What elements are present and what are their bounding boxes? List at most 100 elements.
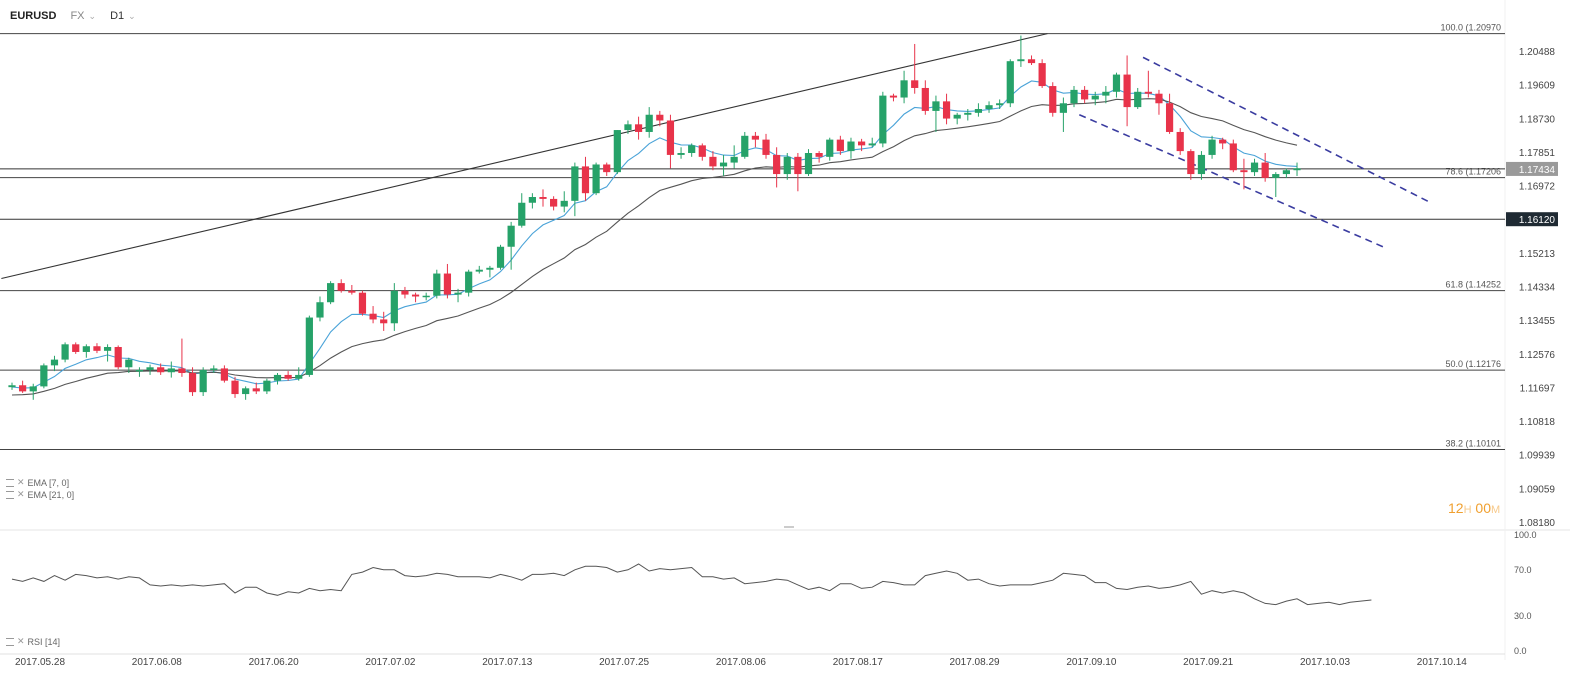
candle[interactable] [167, 361, 175, 378]
candle[interactable] [103, 344, 112, 362]
candle[interactable] [1165, 93, 1174, 134]
settings-icon[interactable] [6, 637, 14, 646]
candle[interactable] [1112, 72, 1121, 98]
candle[interactable] [804, 149, 813, 176]
candle[interactable] [1049, 82, 1057, 117]
candle[interactable] [900, 70, 908, 104]
source-selector[interactable]: FX ⌄ [70, 10, 96, 22]
candle[interactable] [369, 306, 377, 324]
candle[interactable] [783, 153, 791, 180]
candle[interactable] [539, 189, 547, 207]
candle[interactable] [273, 373, 282, 385]
pane-resize-handle[interactable] [784, 526, 794, 528]
candle[interactable] [411, 292, 420, 303]
candle[interactable] [327, 281, 335, 305]
timeframe-selector[interactable]: D1 ⌄ [110, 10, 136, 22]
candle[interactable] [1081, 86, 1089, 104]
candle[interactable] [762, 133, 770, 159]
candle[interactable] [613, 130, 621, 175]
candle[interactable] [550, 196, 558, 211]
candle[interactable] [996, 99, 1004, 110]
candle[interactable] [1027, 55, 1036, 66]
candle[interactable] [507, 221, 515, 270]
candle[interactable] [645, 107, 653, 138]
candle[interactable] [1070, 86, 1078, 108]
candle[interactable] [921, 80, 929, 115]
candle[interactable] [1134, 87, 1142, 110]
candle[interactable] [284, 371, 292, 381]
candle[interactable] [210, 365, 218, 374]
current-price-tag[interactable]: 1.17434 [1506, 161, 1558, 176]
candle[interactable] [348, 285, 356, 295]
candle[interactable] [677, 147, 685, 159]
candle[interactable] [231, 376, 239, 398]
candle[interactable] [443, 263, 452, 299]
candle[interactable] [688, 143, 696, 157]
candle[interactable] [858, 138, 866, 152]
candle[interactable] [465, 269, 473, 297]
candle[interactable] [1250, 158, 1259, 176]
ema-slow-legend[interactable]: ✕ EMA [21, 0] [6, 489, 74, 500]
candle[interactable] [114, 345, 122, 370]
candle[interactable] [72, 342, 80, 354]
candle[interactable] [263, 378, 271, 395]
candle[interactable] [454, 288, 462, 303]
candle[interactable] [709, 151, 717, 171]
candle[interactable] [1059, 97, 1067, 132]
rsi-legend[interactable]: ✕ RSI [14] [6, 636, 60, 647]
candle[interactable] [19, 380, 27, 393]
candle[interactable] [974, 103, 983, 117]
close-icon[interactable]: ✕ [17, 477, 25, 487]
candle[interactable] [1102, 86, 1110, 104]
rsi-line[interactable] [11, 563, 1372, 606]
candle[interactable] [773, 147, 781, 188]
ema-7-line[interactable] [11, 80, 1298, 389]
candle[interactable] [964, 109, 972, 121]
candle[interactable] [1208, 135, 1216, 159]
candle[interactable] [337, 279, 345, 293]
candle[interactable] [815, 151, 823, 163]
candle[interactable] [390, 283, 398, 331]
candle[interactable] [656, 110, 664, 127]
candle[interactable] [1006, 59, 1014, 108]
candle[interactable] [61, 342, 69, 363]
candle[interactable] [1272, 172, 1280, 198]
candle[interactable] [581, 156, 590, 201]
candle[interactable] [1144, 70, 1152, 98]
candle[interactable] [486, 265, 494, 278]
candle[interactable] [422, 292, 430, 301]
candle[interactable] [794, 153, 802, 192]
candle[interactable] [1293, 162, 1301, 176]
candle[interactable] [1038, 59, 1046, 88]
settings-icon[interactable] [6, 478, 14, 487]
candle[interactable] [868, 137, 876, 148]
candle[interactable] [316, 296, 324, 322]
candle[interactable] [666, 114, 675, 169]
candle[interactable] [252, 382, 260, 395]
candle[interactable] [826, 137, 834, 161]
candle[interactable] [889, 93, 898, 102]
candle[interactable] [1219, 137, 1227, 150]
candle[interactable] [592, 162, 600, 196]
candle[interactable] [40, 363, 48, 389]
candle[interactable] [475, 265, 483, 274]
candle[interactable] [1261, 153, 1269, 182]
candle[interactable] [157, 363, 165, 375]
candle[interactable] [847, 137, 855, 159]
candle[interactable] [1282, 168, 1290, 178]
candle[interactable] [358, 290, 367, 316]
candle[interactable] [1017, 35, 1025, 67]
candle[interactable] [93, 343, 101, 354]
candle[interactable] [380, 311, 388, 331]
candle[interactable] [8, 382, 16, 390]
trendline[interactable] [1, 33, 1048, 280]
candle[interactable] [942, 93, 951, 125]
candle[interactable] [433, 269, 441, 299]
level-price-tag[interactable]: 1.16120 [1506, 212, 1558, 227]
candle[interactable] [125, 357, 133, 374]
candle[interactable] [1240, 158, 1248, 190]
symbol-label[interactable]: EURUSD [10, 10, 57, 22]
candle[interactable] [1197, 151, 1206, 180]
candle[interactable] [496, 244, 505, 270]
candle[interactable] [879, 91, 887, 148]
